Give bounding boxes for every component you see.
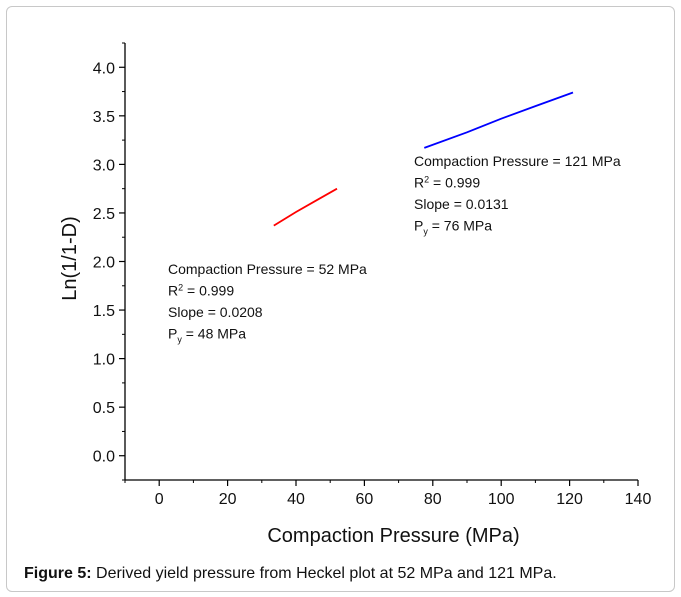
series-annotation: Compaction Pressure = 121 MPa R2 = 0.999 S… [414,153,621,237]
y-tick-label: 2.5 [93,206,115,223]
y-tick-label: 0.0 [93,449,115,466]
y-axis-label: Ln(1/1-D) [59,216,81,300]
x-tick-label: 100 [488,491,515,508]
annotation-r2: R2 = 0.999 [168,283,234,299]
y-tick-label: 3.5 [93,109,115,126]
y-tick-label: 2.0 [93,255,115,272]
x-tick-label: 20 [219,491,237,508]
annotation-pressure: Compaction Pressure = 52 MPa [168,261,367,277]
annotation-r2: R2 = 0.999 [414,175,480,191]
series-annotation: Compaction Pressure = 52 MPa R2 = 0.999 Sl… [168,261,367,345]
x-tick-label: 0 [155,491,164,508]
chart-labels: 0.0 0.5 1.0 1.5 2.0 2.5 3.0 3.5 4.0 0 20 40 60 80 100 1… [59,60,651,547]
y-tick-label: 1.5 [93,303,115,320]
caption-label: Figure 5: [24,565,92,582]
x-tick-label: 40 [287,491,305,508]
x-tick-label: 80 [424,491,442,508]
chart-axes [119,42,639,486]
y-tick-label: 3.0 [93,157,115,174]
y-tick-label: 4.0 [93,60,115,77]
figure-caption: Figure 5: Derived yield pressure from He… [24,565,557,583]
series-line [273,187,338,227]
annotation-yield-pressure: Py = 48 MPa [168,326,246,345]
annotation-slope: Slope = 0.0131 [414,196,509,212]
annotation-slope: Slope = 0.0208 [168,304,263,320]
figure-frame [6,6,675,592]
x-tick-label: 120 [556,491,583,508]
x-axis-label: Compaction Pressure (MPa) [267,525,519,547]
chart-annotations: Compaction Pressure = 121 MPa R2 = 0.999 S… [168,153,621,345]
chart-marks [273,91,574,227]
caption-text: Derived yield pressure from Heckel plot … [91,565,557,582]
x-tick-label: 140 [625,491,652,508]
y-tick-label: 1.0 [93,352,115,369]
y-tick-label: 0.5 [93,400,115,417]
series-line [423,91,574,149]
annotation-yield-pressure: Py = 76 MPa [414,218,492,237]
annotation-pressure: Compaction Pressure = 121 MPa [414,153,621,169]
x-tick-label: 60 [356,491,374,508]
